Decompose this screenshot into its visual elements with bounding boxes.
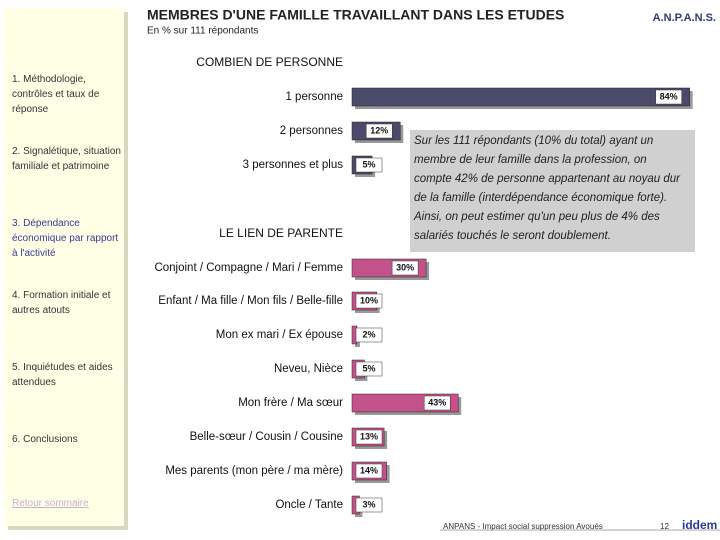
category-label: Neveu, Nièce [274,363,343,375]
category-label: Conjoint / Compagne / Mari / Femme [154,262,343,274]
back-link[interactable]: Retour sommaire [12,498,89,509]
category-label: 3 personnes et plus [243,159,344,171]
chart-title: COMBIEN DE PERSONNE [196,55,343,69]
page-subtitle: En % sur 111 répondants [147,26,258,37]
brand: A.N.P.A.N.S. [653,12,716,24]
value-label-box [355,463,383,479]
value-label: 12% [370,125,388,135]
nav-item[interactable]: 6. Conclusions [12,434,78,445]
value-label-box [355,361,383,377]
value-label-box [423,395,451,411]
value-label-box [355,327,383,343]
category-label: Oncle / Tante [275,499,343,511]
category-label: Mes parents (mon père / ma mère) [165,465,343,477]
sidebar: 1. Méthodologie, contrôles et taux de ré… [4,8,124,526]
logo: iddem [682,518,717,532]
value-label: 84% [660,91,678,101]
value-label-box [655,89,682,105]
value-label: 30% [396,262,414,272]
nav-item[interactable]: 5. Inquiétudes et aides attendues [12,362,113,388]
value-label-box [355,293,383,309]
value-label: 3% [362,499,375,509]
nav-item[interactable]: 4. Formation initiale et autres atouts [12,290,111,316]
value-label: 5% [362,159,375,169]
page-title: MEMBRES D'UNE FAMILLE TRAVAILLANT DANS L… [147,7,564,23]
value-label-box [365,123,393,139]
value-label: 14% [360,465,378,475]
category-label: Mon ex mari / Ex épouse [216,329,343,341]
value-label: 43% [428,397,446,407]
note-text: Sur les 111 répondants (10% du total) ay… [414,135,680,242]
value-label-box [391,260,419,276]
value-label: 13% [360,431,378,441]
page-number: 12 [660,522,669,531]
value-label-box [355,429,383,445]
value-label: 2% [362,329,375,339]
footer-source: ANPANS - Impact social suppression Avoué… [443,522,603,531]
category-label: Belle-sœur / Cousin / Cousine [190,431,343,443]
nav-item[interactable]: 3. Dépendance économique par rapport à l… [12,218,119,259]
category-label: Enfant / Ma fille / Mon fils / Belle-fil… [158,295,343,307]
chart-title: LE LIEN DE PARENTE [219,226,343,240]
category-label: Mon frère / Ma sœur [238,397,343,409]
value-label-box [355,157,383,173]
category-label: 2 personnes [280,125,344,137]
nav-item[interactable]: 1. Méthodologie, contrôles et taux de ré… [12,74,100,115]
category-label: 1 personne [285,91,343,103]
nav-item[interactable]: 2. Signalétique, situation familiale et … [12,146,121,172]
note-box: Sur les 111 répondants (10% du total) ay… [410,130,695,252]
bar [351,87,690,107]
value-label-box [355,497,383,513]
value-label: 10% [360,295,378,305]
value-label: 5% [362,363,375,373]
